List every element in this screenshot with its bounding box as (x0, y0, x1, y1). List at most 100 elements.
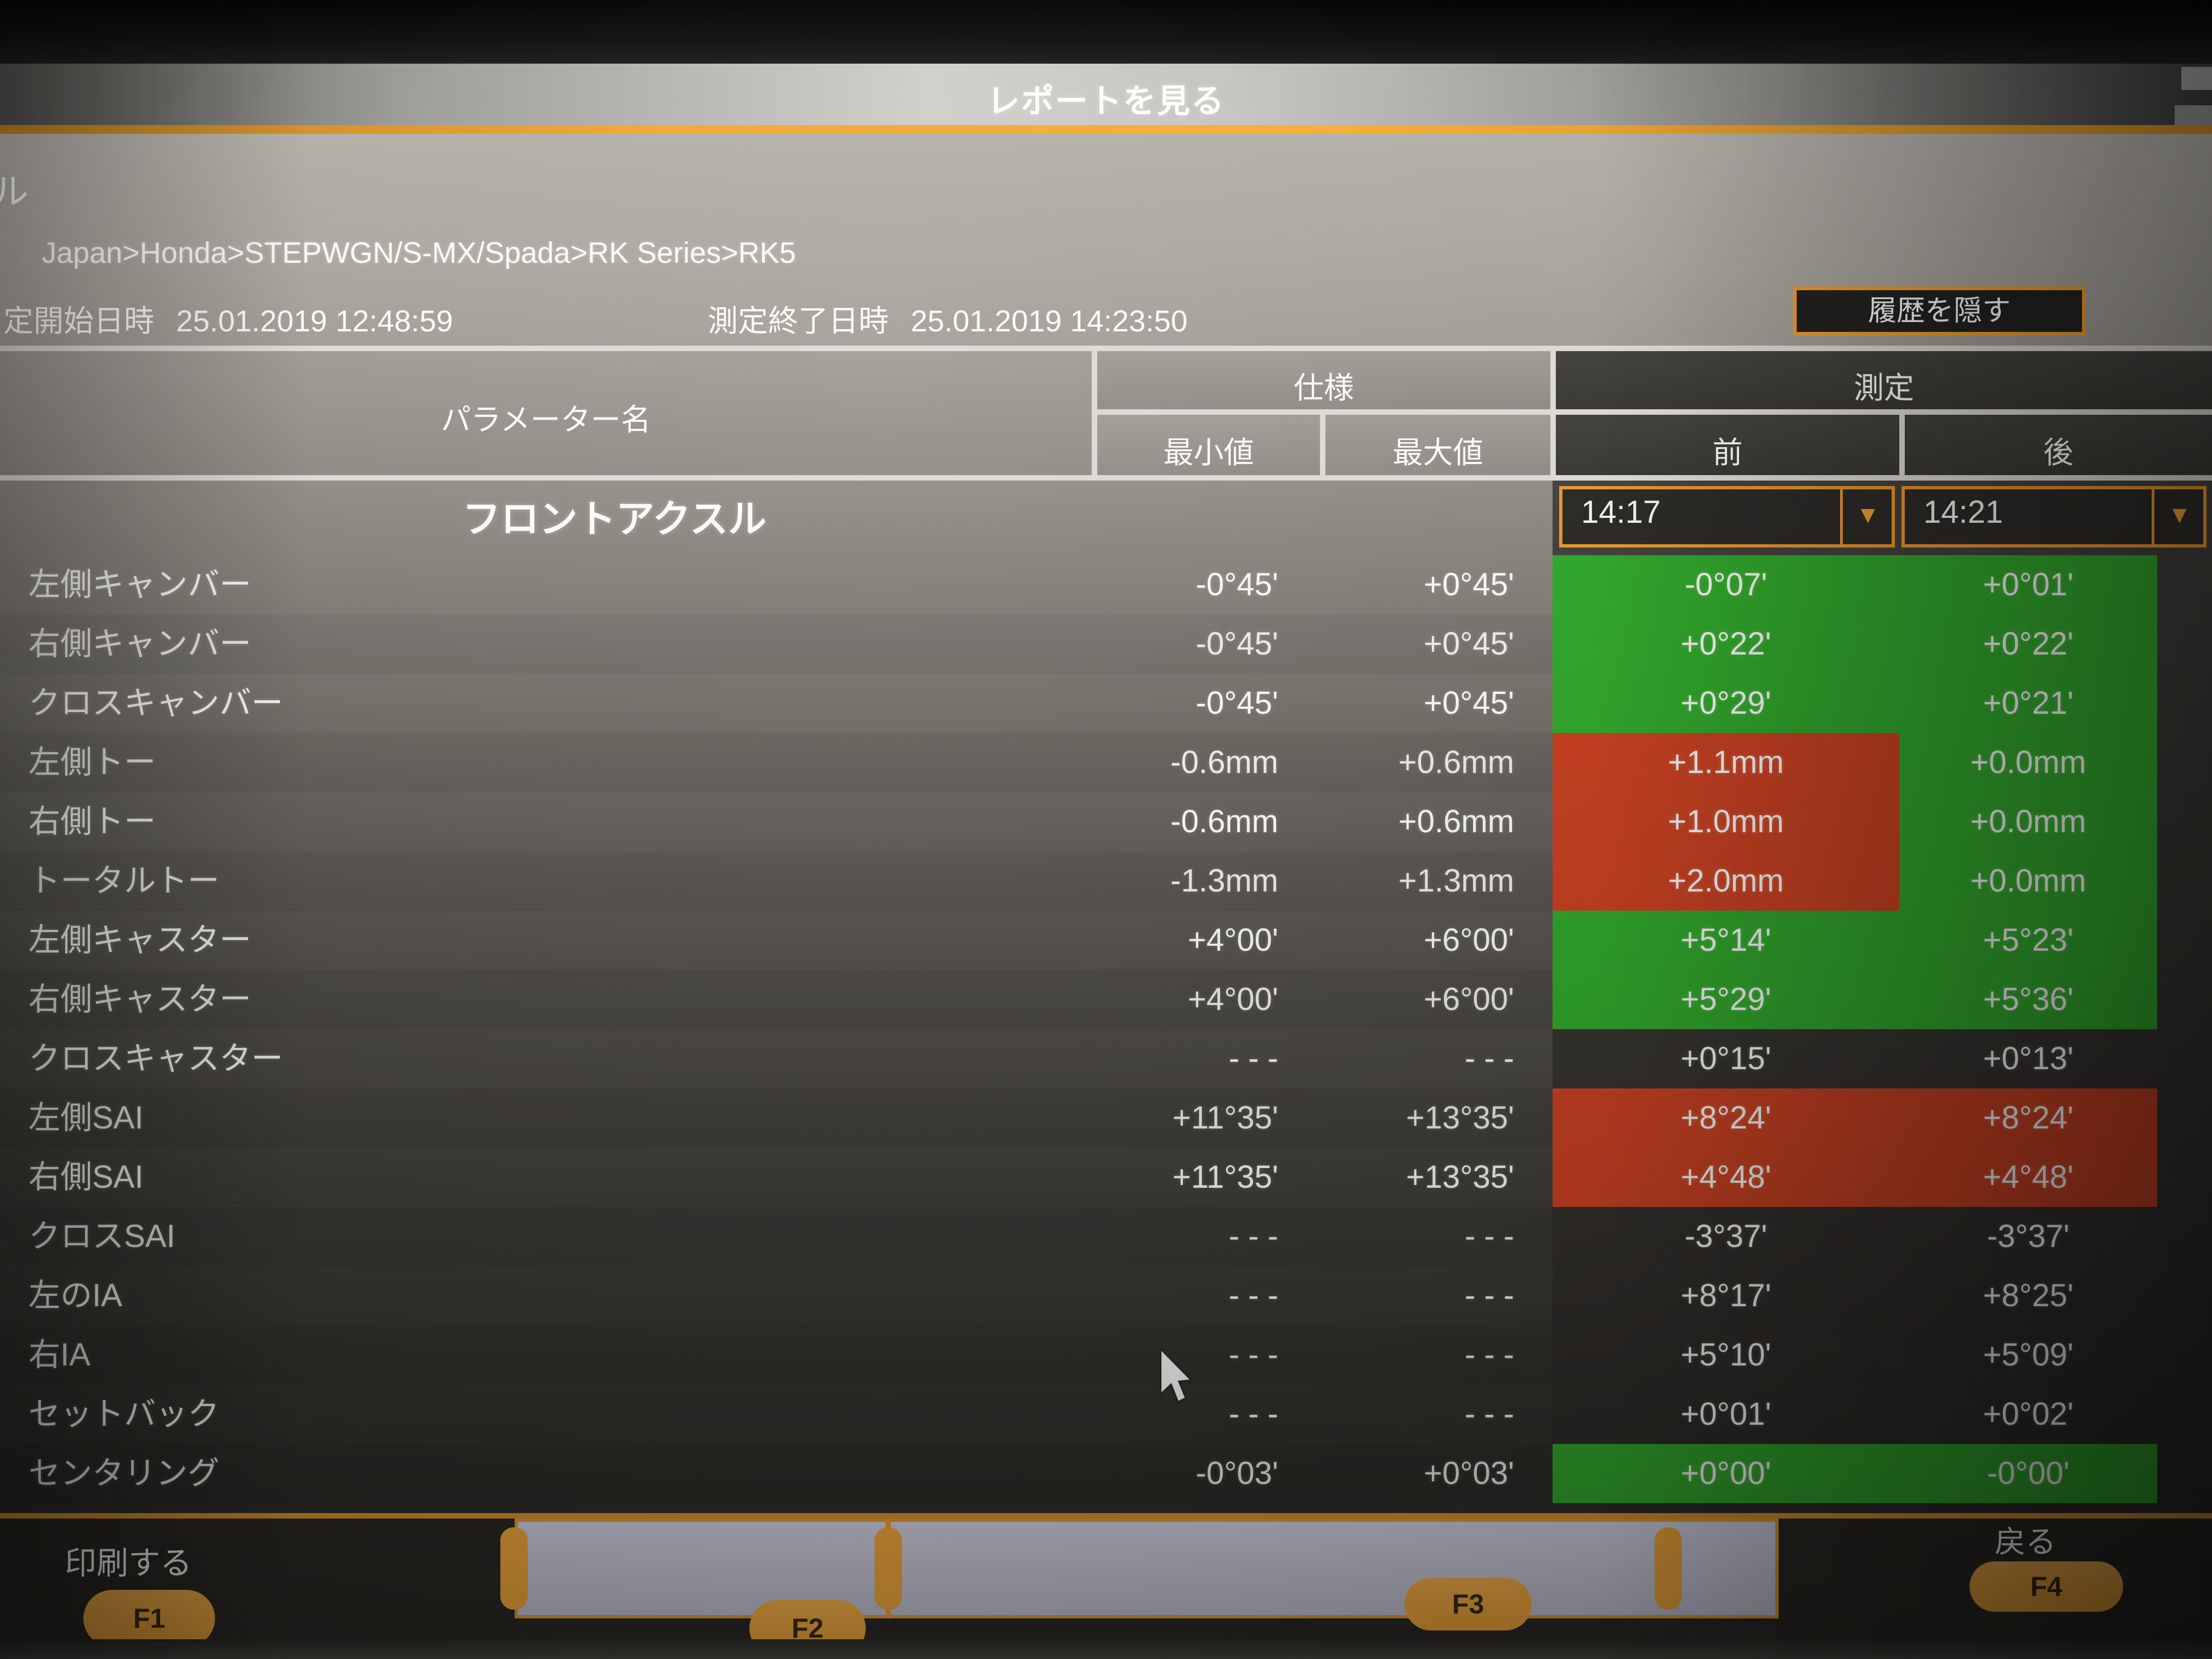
hide-history-button[interactable]: 履歴を隠す (1793, 286, 2086, 336)
dropdown-arrow-box[interactable]: ▼ (1840, 489, 1892, 544)
measured-after-value: -0°00' (1899, 1444, 2157, 1503)
spec-min-value: -0.6mm (1170, 804, 1278, 839)
spec-min-value: -1.3mm (1170, 863, 1278, 899)
measure-end-label: 測定終了日時 (708, 304, 889, 338)
measured-after-value: +0°01' (1899, 555, 2157, 614)
spec-min-value: +4°00' (1188, 922, 1278, 958)
horizontal-scrollbar[interactable] (515, 1519, 1779, 1618)
measured-before-value: +0°29' (1553, 674, 1899, 733)
back-button[interactable]: 戻る (1995, 1525, 2056, 1559)
measured-before-value: +4°48' (1553, 1148, 1899, 1207)
before-time-value: 14:17 (1581, 494, 1661, 530)
spec-min-value: - - - (1228, 1041, 1278, 1076)
spec-max-value: +6°00' (1424, 922, 1514, 958)
spec-min-value: -0.6mm (1170, 744, 1278, 780)
spec-max-value: - - - (1464, 1218, 1514, 1254)
measure-start-label: 定開始日時 (3, 304, 155, 338)
spec-max-value: - - - (1464, 1337, 1514, 1373)
measured-after-value: +0°13' (1983, 1041, 2074, 1076)
parameter-name: 右側トー (29, 804, 156, 839)
spec-max-value: +0.6mm (1398, 804, 1514, 839)
measured-after-value: +0.0mm (1899, 792, 2157, 851)
scrollbar-handle[interactable] (874, 1527, 902, 1610)
measured-before-value: +5°10' (1680, 1337, 1771, 1373)
table-row: クロスキャスター - - - - - - +0°15' +0°13' (0, 1029, 2212, 1088)
print-button[interactable]: 印刷する (65, 1545, 193, 1581)
f1-key-tab[interactable]: F1 (83, 1590, 215, 1647)
chevron-down-icon: ▼ (1856, 501, 1880, 528)
accent-divider (0, 125, 2212, 134)
measured-before-value: +0°15' (1680, 1041, 1771, 1076)
parameter-name: クロスキャンバー (29, 685, 284, 721)
spec-min-value: +11°35' (1172, 1100, 1278, 1136)
table-row: センタリング -0°03' +0°03' +0°00' -0°00' (0, 1444, 2212, 1503)
table-row: 右側キャスター +4°00' +6°00' +5°29' +5°36' (0, 970, 2212, 1029)
spec-min-value: +11°35' (1172, 1159, 1278, 1195)
window-title: レポートを見る (987, 83, 1225, 120)
table-row: 左側SAI +11°35' +13°35' +8°24' +8°24' (0, 1088, 2212, 1148)
spec-max-value: - - - (1464, 1396, 1514, 1432)
measured-after-value: +0°02' (1983, 1396, 2074, 1432)
spec-max-value: - - - (1464, 1041, 1514, 1076)
header-spec-max: 最大値 (1325, 415, 1550, 475)
header-parameter-name: パラメーター名 (0, 351, 1092, 475)
window-control-icon[interactable] (2181, 67, 2212, 90)
table-header: パラメーター名 仕様 最小値 最大値 測定 前 後 (0, 346, 2212, 481)
parameter-name: 左側キャンバー (29, 567, 252, 602)
monitor-bezel-bottom (0, 1639, 2212, 1659)
chevron-down-icon: ▼ (2168, 501, 2192, 528)
measured-after-value: +0°21' (1899, 674, 2157, 733)
measure-end-datetime: 測定終了日時 25.01.2019 14:23:50 (708, 296, 1188, 340)
spec-max-value: +1.3mm (1398, 863, 1514, 899)
measure-start-datetime: 定開始日時 25.01.2019 12:48:59 (3, 296, 453, 340)
measured-after-value: +5°36' (1899, 970, 2157, 1029)
table-row: 左側トー -0.6mm +0.6mm +1.1mm +0.0mm (0, 733, 2212, 792)
parameter-name: 左側キャスター (29, 922, 252, 958)
measured-after-value: +5°23' (1899, 911, 2157, 970)
table-row: 左のIA - - - - - - +8°17' +8°25' (0, 1266, 2212, 1325)
parameter-name: 左のIA (29, 1278, 122, 1313)
f3-key-tab[interactable]: F3 (1404, 1578, 1532, 1630)
parameter-name: 右IA (29, 1337, 91, 1373)
measured-before-value: +2.0mm (1553, 851, 1899, 911)
measured-before-value: +0°22' (1553, 614, 1899, 674)
scrollbar-handle[interactable] (500, 1527, 528, 1610)
measured-before-value: +0°00' (1553, 1444, 1899, 1503)
measured-after-value: +4°48' (1899, 1148, 2157, 1207)
measured-before-value: +8°24' (1553, 1088, 1899, 1148)
scrollbar-handle[interactable] (1655, 1527, 1682, 1610)
table-row: クロスキャンバー -0°45' +0°45' +0°29' +0°21' (0, 674, 2212, 733)
spec-max-value: +0°45' (1424, 685, 1514, 721)
breadcrumb: Japan>Honda>STEPWGN/S-MX/Spada>RK Series… (42, 236, 796, 269)
report-content: ル Japan>Honda>STEPWGN/S-MX/Spada>RK Seri… (0, 134, 2212, 1513)
spec-min-value: -0°45' (1195, 567, 1278, 602)
measured-after-value: +0.0mm (1899, 851, 2157, 911)
before-time-dropdown[interactable]: 14:17 ▼ (1559, 486, 1895, 548)
parameter-rows: 左側キャンバー -0°45' +0°45' -0°07' +0°01' 右側キャ… (0, 555, 2212, 1503)
dropdown-arrow-box[interactable]: ▼ (2152, 489, 2203, 544)
header-spec-min: 最小値 (1097, 415, 1320, 475)
spec-max-value: +0°45' (1424, 567, 1514, 602)
parameter-name: 左側SAI (29, 1100, 144, 1136)
parameter-name: クロスキャスター (29, 1041, 284, 1076)
measured-before-value: -3°37' (1684, 1218, 1768, 1254)
parameter-name: センタリング (29, 1455, 220, 1491)
table-row: トータルトー -1.3mm +1.3mm +2.0mm +0.0mm (0, 851, 2212, 911)
monitor-bezel-top (0, 0, 2212, 64)
spec-max-value: +0°03' (1424, 1455, 1514, 1491)
header-spec: 仕様 (1097, 351, 1550, 409)
measure-end-value: 25.01.2019 14:23:50 (911, 304, 1188, 338)
f4-key-tab[interactable]: F4 (1970, 1561, 2123, 1612)
table-row: 右側キャンバー -0°45' +0°45' +0°22' +0°22' (0, 614, 2212, 674)
after-time-dropdown[interactable]: 14:21 ▼ (1901, 486, 2207, 548)
window-control-icon[interactable] (2175, 105, 2212, 126)
spec-min-value: +4°00' (1188, 981, 1278, 1017)
header-measure: 測定 (1556, 351, 2212, 409)
measured-before-value: +1.1mm (1553, 733, 1899, 792)
spec-max-value: +13°35' (1406, 1100, 1514, 1136)
spec-max-value: - - - (1464, 1278, 1514, 1313)
table-row: 左側キャスター +4°00' +6°00' +5°14' +5°23' (0, 911, 2212, 970)
header-measure-before: 前 (1556, 415, 1899, 475)
spec-max-value: +0.6mm (1398, 744, 1514, 780)
measured-before-value: -0°07' (1553, 555, 1899, 614)
